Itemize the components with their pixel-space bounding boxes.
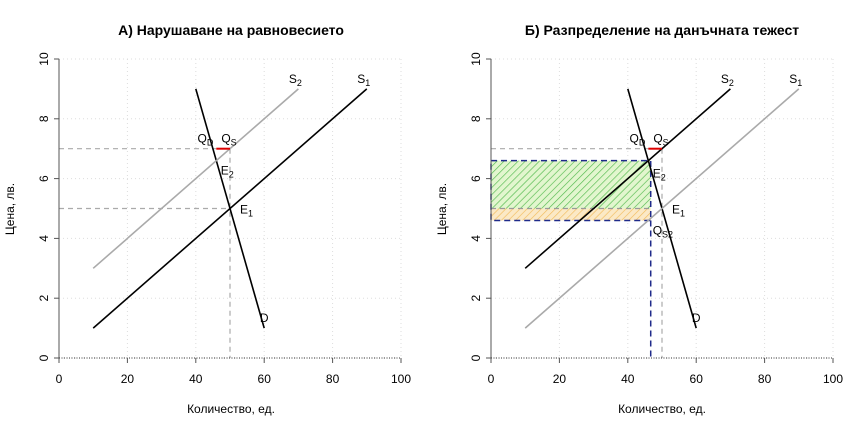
annotation-qd: QD (629, 132, 645, 148)
x-axis-label: Количество, ед. (618, 402, 706, 416)
series-label-d: D (692, 311, 701, 325)
curve-s2 (92, 88, 299, 269)
y-tick-label: 4 (37, 235, 51, 242)
y-tick-label: 0 (37, 354, 51, 361)
y-tick-label: 10 (469, 52, 483, 66)
series-label-s1: S1 (789, 72, 802, 88)
y-tick-label: 0 (469, 354, 483, 361)
annotation-qd: QD (197, 132, 213, 148)
y-tick-label: 4 (469, 235, 483, 242)
buyer-burden-area (491, 160, 651, 209)
x-tick-label: 40 (621, 372, 635, 386)
x-tick-label: 20 (121, 372, 135, 386)
x-tick-label: 100 (391, 372, 411, 386)
seller-burden-area (491, 208, 651, 221)
y-axis-label: Цена, лв. (435, 183, 449, 235)
curve-s1 (92, 88, 368, 329)
y-axis-label: Цена, лв. (3, 183, 17, 235)
y-tick-label: 6 (37, 175, 51, 182)
y-tick-label: 10 (37, 52, 51, 66)
annotation-e2: E2 (653, 167, 666, 183)
chart-title: А) Нарушаване на равновесието (118, 22, 344, 38)
chart-title: Б) Разпределение на данъчната тежест (525, 22, 799, 38)
panel-a: А) Нарушаване на равновесието Количество… (3, 22, 411, 416)
y-tick-label: 6 (469, 175, 483, 182)
series-label-s1: S1 (357, 72, 370, 88)
y-tick-label: 8 (37, 115, 51, 122)
x-tick-label: 0 (488, 372, 495, 386)
annotation-e1: E1 (240, 203, 253, 219)
curve-s2 (524, 88, 731, 269)
annotation-qs: QS (221, 132, 236, 148)
series-label-s2: S2 (721, 72, 734, 88)
y-tick-label: 2 (469, 295, 483, 302)
panel-b: Б) Разпределение на данъчната тежест Кол… (435, 22, 843, 416)
annotation-qs: QS (653, 132, 668, 148)
x-tick-label: 80 (326, 372, 340, 386)
x-tick-label: 60 (690, 372, 704, 386)
curve-s1 (524, 88, 800, 329)
x-tick-label: 40 (189, 372, 203, 386)
x-tick-label: 0 (56, 372, 63, 386)
annotation-e2: E2 (221, 164, 234, 180)
annotation-e1: E1 (672, 203, 685, 219)
x-tick-label: 20 (553, 372, 567, 386)
x-axis-label: Количество, ед. (187, 402, 275, 416)
x-tick-label: 60 (258, 372, 272, 386)
x-tick-label: 100 (823, 372, 843, 386)
x-tick-label: 80 (758, 372, 772, 386)
y-tick-label: 8 (469, 115, 483, 122)
y-tick-label: 2 (37, 295, 51, 302)
series-label-d: D (260, 311, 269, 325)
series-label-s2: S2 (289, 72, 302, 88)
annotation-qs2: QS2 (653, 223, 673, 239)
